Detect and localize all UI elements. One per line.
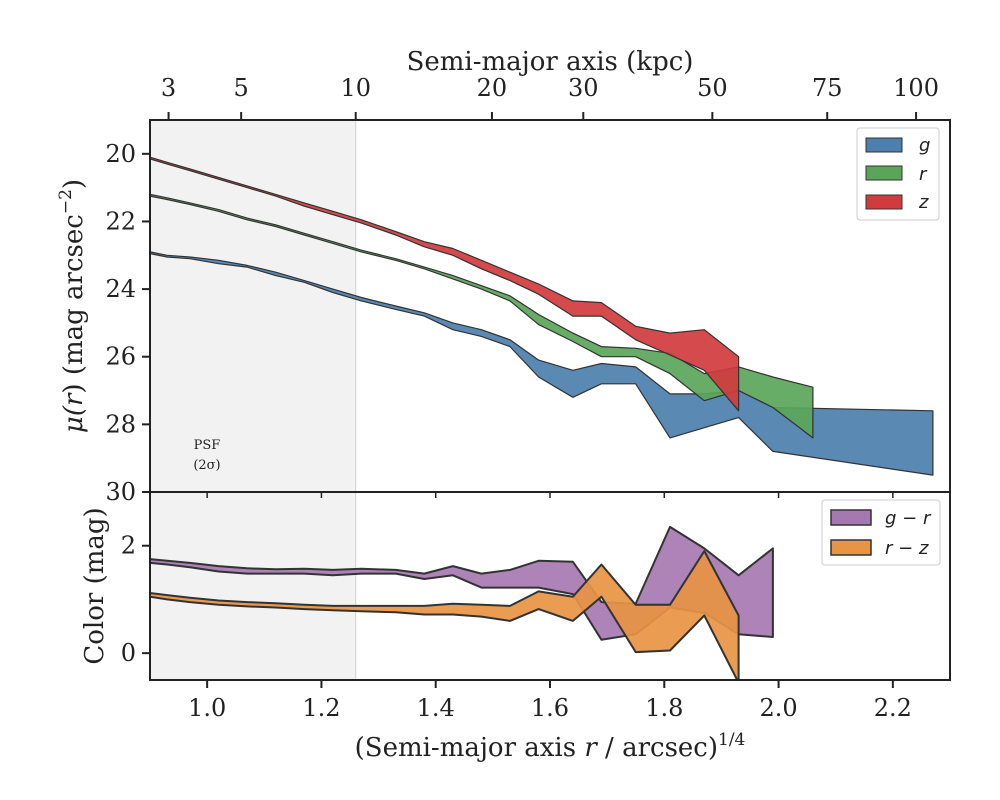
psf-region-group: PSF (2σ) <box>150 120 357 680</box>
psf-sigma-label: (2σ) <box>193 458 220 473</box>
legend-swatch-g-r <box>830 509 872 526</box>
top-x-tick-label: 20 <box>477 74 508 102</box>
legend-swatch-r <box>865 165 903 181</box>
psf-shade-bottom <box>150 492 356 680</box>
psf-shade-top <box>150 120 356 492</box>
band-g <box>149 251 934 476</box>
color-bands <box>150 525 774 680</box>
top-x-tick-label: 5 <box>234 74 249 102</box>
legend-color: g − r r − z <box>821 499 941 566</box>
top-x-tick-label: 100 <box>893 74 939 102</box>
surface-brightness-bands <box>149 156 934 476</box>
legend-label-r-z: r − z <box>885 538 929 559</box>
legend-label-g: g <box>919 135 930 156</box>
legend-label-r: r <box>919 164 928 185</box>
legend-label-z: z <box>918 192 929 213</box>
y-tick-label: 28 <box>105 410 136 438</box>
x-tick-label: 1.4 <box>417 694 455 722</box>
x-tick-label: 2.2 <box>874 694 912 722</box>
legend-swatch-z <box>865 194 903 210</box>
axis-ticks: 1.0 1.2 1.4 1.6 1.8 2.0 2.23 5 10 20 30 50 75 1002022… <box>105 74 939 722</box>
x-tick-label: 1.0 <box>188 694 226 722</box>
y-axis-label-color: Color (mag) <box>80 507 110 664</box>
top-x-tick-label: 3 <box>161 74 176 102</box>
color-y-tick-label: 0 <box>121 639 136 667</box>
legend-label-g-r: g − r <box>885 508 932 529</box>
top-x-tick-label: 75 <box>812 74 843 102</box>
y-tick-label: 22 <box>105 207 136 235</box>
top-x-axis-label: Semi-major axis (kpc) <box>407 47 694 77</box>
legend-swatch-g <box>865 137 903 153</box>
legend-swatch-r-z <box>830 539 872 556</box>
top-x-tick-label: 30 <box>568 74 599 102</box>
band-r-z <box>150 550 740 680</box>
psf-label: PSF <box>194 438 221 453</box>
x-tick-label: 1.8 <box>645 694 683 722</box>
y-tick-label: 20 <box>105 140 136 168</box>
top-x-tick-label: 10 <box>340 74 371 102</box>
top-x-tick-label: 50 <box>697 74 728 102</box>
y-tick-label: 26 <box>105 343 136 371</box>
x-tick-label: 1.6 <box>531 694 569 722</box>
x-axis-label: (Semi-major axis r / arcsec)1/4 <box>355 730 746 763</box>
y-tick-label: 24 <box>105 275 136 303</box>
x-tick-label: 2.0 <box>759 694 797 722</box>
legend-surface-brightness: g r z <box>856 127 940 221</box>
band-r <box>149 193 814 439</box>
x-tick-label: 1.2 <box>302 694 340 722</box>
band-z <box>149 156 740 412</box>
y-axis-label-surface-brightness: μ(r) (mag arcsec−2) <box>56 179 89 433</box>
color-y-tick-label: 2 <box>121 532 136 560</box>
y-tick-label: 30 <box>105 478 136 506</box>
